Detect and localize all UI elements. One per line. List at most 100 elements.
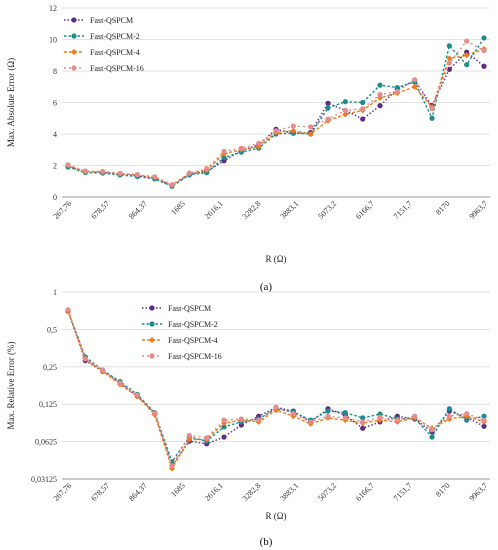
series-2	[65, 308, 487, 472]
y-tick-label: 8	[53, 67, 57, 76]
data-point	[360, 99, 366, 106]
data-point	[429, 427, 435, 433]
data-point	[446, 413, 452, 419]
x-tick-label: 864,37	[127, 199, 149, 221]
x-tick-label: 864,37	[127, 481, 149, 503]
data-point	[342, 107, 348, 113]
data-point	[186, 436, 193, 443]
x-tick-label: 2616,1	[203, 199, 225, 221]
legend-entry: Fast-QSPCM-4	[168, 336, 218, 345]
data-point	[464, 417, 470, 423]
x-tick-label: 9963,7	[467, 199, 489, 221]
data-point	[82, 356, 88, 362]
data-point	[325, 116, 331, 122]
data-point	[342, 99, 348, 105]
x-axis-title: R (Ω)	[266, 511, 287, 521]
chart-a: 0 2 4 6 8 10 12 267,76 678,57 864,37 1685 2616,1 328…	[6, 4, 490, 293]
data-point	[221, 155, 227, 161]
data-point	[152, 410, 158, 416]
x-tick-label: 8170	[434, 199, 452, 217]
x-tick-label: 3282,8	[241, 481, 263, 503]
data-point	[377, 414, 383, 420]
data-point	[463, 52, 470, 59]
y-tick-label: 1	[53, 288, 57, 297]
x-tick-label: 678,57	[89, 199, 111, 221]
series-line	[67, 309, 485, 468]
data-point	[290, 411, 296, 417]
data-point	[360, 425, 366, 431]
y-tick-label: 0,0625	[35, 438, 57, 447]
legend-entry: Fast-QSPCM-2	[168, 320, 218, 329]
data-point	[412, 77, 418, 83]
x-tick-label: 2616,1	[203, 481, 225, 503]
panel-label: (a)	[260, 281, 273, 293]
data-point	[481, 35, 487, 41]
y-axis-title: Max. Relative Error (%)	[6, 342, 16, 430]
legend-entry: Fast-QSPCM-16	[90, 64, 144, 73]
legend-swatch-marker	[149, 337, 155, 343]
data-point	[429, 106, 435, 112]
legend-swatch-marker	[71, 49, 77, 55]
data-point	[308, 419, 314, 425]
data-point	[464, 49, 470, 55]
legend-swatch-marker	[71, 17, 77, 23]
data-point	[221, 417, 227, 423]
data-point	[169, 463, 175, 469]
legend-entry: Fast-QSPCM	[90, 16, 133, 25]
x-tick-label: 8170	[434, 481, 452, 499]
x-tick-label: 1685	[169, 481, 187, 499]
data-point	[412, 413, 418, 419]
data-point	[377, 82, 383, 88]
data-point	[238, 416, 244, 422]
legend-entry: Fast-QSPCM	[168, 304, 211, 313]
data-point	[325, 408, 331, 414]
data-point	[169, 182, 175, 188]
x-axis-title: R (Ω)	[266, 254, 287, 264]
data-point	[152, 174, 158, 180]
data-point	[308, 124, 314, 130]
data-point	[221, 148, 227, 154]
data-point	[360, 419, 366, 425]
legend-entry: Fast-QSPCM-4	[90, 48, 140, 57]
data-point	[273, 404, 279, 410]
data-point	[429, 115, 435, 121]
data-point	[394, 417, 400, 423]
legend-swatch-marker	[149, 321, 155, 327]
data-point	[307, 131, 314, 137]
y-tick-label: 0,5	[47, 325, 57, 334]
data-point	[325, 100, 331, 106]
y-tick-label: 0,03125	[31, 475, 57, 484]
data-point	[82, 168, 88, 174]
series-1	[65, 307, 487, 465]
data-point	[204, 435, 210, 441]
y-tick-label: 0,25	[43, 363, 57, 372]
data-point	[117, 380, 123, 386]
data-point	[204, 166, 210, 172]
legend-swatch-marker	[149, 305, 155, 311]
y-tick-label: 12	[49, 4, 57, 13]
legend-swatch-marker	[149, 353, 155, 359]
legend-entry: Fast-QSPCM-16	[168, 352, 222, 361]
data-point	[464, 62, 470, 68]
legend-entry: Fast-QSPCM-2	[90, 32, 140, 41]
data-point	[377, 103, 383, 109]
legend-swatch-marker	[71, 65, 77, 71]
series-line	[67, 37, 485, 188]
series-3	[65, 38, 487, 188]
data-point	[481, 63, 487, 69]
data-point	[325, 105, 331, 111]
x-tick-label: 7151,7	[392, 481, 414, 503]
data-point	[360, 415, 366, 421]
data-point	[134, 392, 140, 398]
data-point	[446, 66, 452, 73]
x-tick-label: 6166,7	[354, 481, 376, 503]
data-point	[411, 83, 418, 90]
data-point	[377, 92, 383, 98]
data-point	[290, 127, 297, 134]
data-point	[186, 432, 192, 439]
data-point	[100, 168, 106, 175]
y-tick-label: 4	[53, 130, 57, 139]
legend: Fast-QSPCM Fast-QSPCM-2 Fast-QSPCM-4 Fast-Q…	[64, 16, 144, 73]
y-tick-label: 10	[49, 36, 57, 45]
